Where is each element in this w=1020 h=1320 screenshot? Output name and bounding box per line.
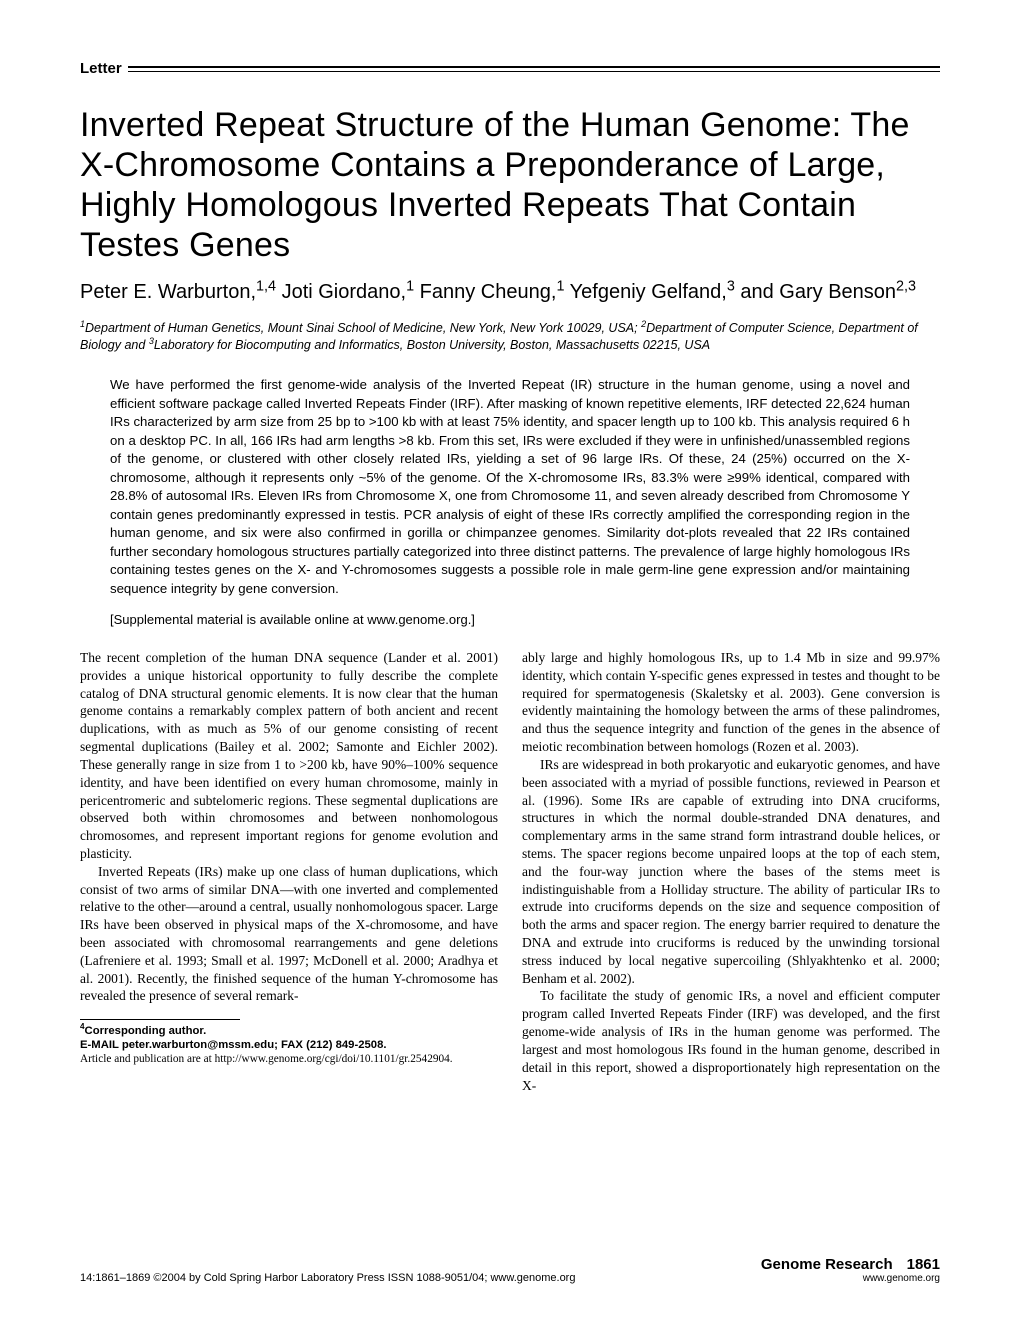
affiliations: 1Department of Human Genetics, Mount Sin…	[80, 320, 940, 354]
letter-header: Letter	[80, 60, 940, 77]
page-footer: 14:1861–1869 ©2004 by Cold Spring Harbor…	[80, 1256, 940, 1284]
body-paragraph: IRs are widespread in both prokaryotic a…	[522, 756, 940, 988]
footer-right: Genome Research 1861 www.genome.org	[761, 1256, 940, 1284]
body-paragraph: To facilitate the study of genomic IRs, …	[522, 987, 940, 1094]
body-paragraph: ably large and highly homologous IRs, up…	[522, 649, 940, 756]
footer-left: 14:1861–1869 ©2004 by Cold Spring Harbor…	[80, 1272, 575, 1284]
body-paragraph: The recent completion of the human DNA s…	[80, 649, 498, 863]
abstract: We have performed the first genome-wide …	[110, 376, 910, 598]
authors: Peter E. Warburton,1,4 Joti Giordano,1 F…	[80, 279, 940, 306]
body-paragraph: Inverted Repeats (IRs) make up one class…	[80, 863, 498, 1006]
footer-journal: Genome Research	[761, 1256, 893, 1273]
column-left: The recent completion of the human DNA s…	[80, 649, 498, 1094]
footer-page-number: 1861	[907, 1256, 940, 1273]
footnote-article: Article and publication are at http://ww…	[80, 1053, 453, 1065]
header-rule	[128, 66, 940, 72]
column-right: ably large and highly homologous IRs, up…	[522, 649, 940, 1094]
article-title: Inverted Repeat Structure of the Human G…	[80, 105, 940, 265]
footnote-email: E-MAIL peter.warburton@mssm.edu; FAX (21…	[80, 1039, 387, 1051]
footnote-corresponding: Corresponding author.	[85, 1025, 207, 1037]
footnote-rule	[80, 1019, 240, 1020]
footer-url: www.genome.org	[761, 1273, 940, 1284]
section-label: Letter	[80, 60, 126, 77]
body-columns: The recent completion of the human DNA s…	[80, 649, 940, 1094]
supplemental-note: [Supplemental material is available onli…	[110, 612, 910, 627]
footnote-block: 4Corresponding author. E-MAIL peter.warb…	[80, 1024, 498, 1066]
